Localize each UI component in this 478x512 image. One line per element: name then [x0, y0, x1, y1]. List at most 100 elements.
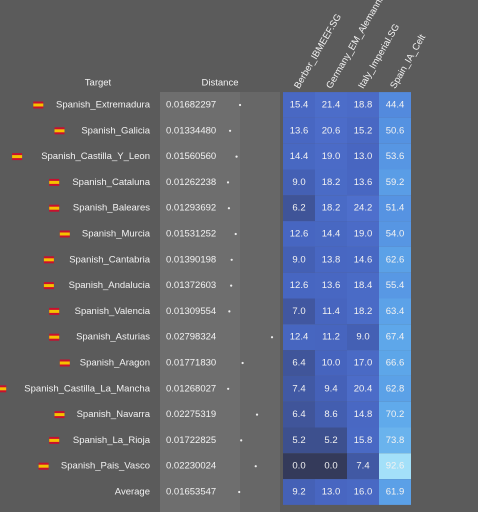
flag: [59, 361, 70, 365]
target-label: Spanish_Andalucia: [69, 280, 151, 291]
heat-cell: [347, 195, 379, 222]
target-label: Spanish_Murcia: [82, 229, 151, 240]
cell-value: 0.0: [292, 461, 305, 472]
distance-value: 0.02798324: [166, 332, 216, 343]
heat-cell: [379, 143, 411, 170]
cell-value: 13.6: [322, 280, 341, 291]
heat-cell: [379, 401, 411, 428]
heat-cell: [283, 221, 315, 247]
flag: [0, 387, 7, 391]
heat-cell: [283, 92, 315, 118]
target-label: Spanish_Extremadura: [56, 100, 151, 111]
cell-value: 53.6: [386, 151, 405, 162]
heat-cell: [283, 298, 315, 325]
cell-value: 19.0: [354, 229, 373, 240]
heat-cell: [283, 375, 315, 402]
distance-value: 0.02230024: [166, 461, 216, 472]
distance-value: 0.01268027: [166, 383, 216, 394]
distance-dot: [230, 284, 233, 287]
distance-value: 0.01390198: [166, 254, 216, 265]
target-label: Spanish_Castilla_La_Mancha: [24, 383, 150, 394]
cell-value: 0.0: [324, 461, 337, 472]
cell-value: 9.2: [292, 487, 305, 498]
cell-value: 51.4: [386, 203, 405, 214]
heat-cell: [283, 246, 315, 273]
cell-value: 59.2: [386, 177, 405, 188]
target-label: Spanish_La_Rioja: [73, 435, 151, 446]
heat-cell: [379, 427, 411, 454]
cell-value: 18.2: [354, 306, 373, 317]
target-label: Spanish_Cataluna: [72, 177, 150, 188]
cell-value: 5.2: [292, 435, 305, 446]
cell-value: 50.6: [386, 125, 405, 136]
cell-value: 8.6: [324, 409, 337, 420]
distance-value: 0.01560560: [166, 151, 216, 162]
heat-cell: [315, 143, 347, 170]
heat-cell: [315, 272, 347, 299]
cell-value: 66.6: [386, 358, 405, 369]
cell-value: 14.4: [322, 229, 341, 240]
flag: [49, 309, 60, 313]
heat-cell: [315, 92, 347, 118]
heat-cell: [315, 375, 347, 402]
heat-cell: [315, 479, 347, 505]
heat-cell: [379, 324, 411, 351]
heat-cell: [315, 324, 347, 351]
distance-value: 0.01293692: [166, 203, 216, 214]
heat-cell: [283, 117, 315, 144]
flag: [12, 155, 23, 159]
cell-value: 9.4: [324, 383, 337, 394]
heat-cell: [347, 401, 379, 428]
distance-dot: [238, 490, 241, 494]
heat-cell: [379, 117, 411, 144]
heat-cell: [315, 298, 347, 325]
flag: [49, 180, 60, 184]
flag: [38, 464, 49, 468]
heat-cell: [379, 246, 411, 273]
heat-cell: [379, 375, 411, 402]
distance-dot: [227, 387, 230, 390]
heat-cell: [379, 350, 411, 376]
heat-cell: [315, 117, 347, 144]
distance-header: Distance: [202, 78, 239, 89]
cell-value: 6.4: [292, 358, 305, 369]
flag: [33, 103, 44, 107]
distance-dot: [240, 439, 243, 442]
distance-dot: [241, 361, 244, 365]
heat-cell: [379, 195, 411, 222]
cell-value: 44.4: [386, 100, 405, 111]
heat-cell: [379, 169, 411, 196]
cell-value: 15.8: [354, 435, 373, 446]
distance-value: 0.01372603: [166, 280, 216, 291]
cell-value: 13.6: [290, 125, 309, 136]
cell-value: 9.0: [292, 177, 305, 188]
cell-value: 14.4: [290, 151, 309, 162]
distance-value: 0.01722825: [166, 435, 216, 446]
cell-value: 73.8: [386, 435, 405, 446]
cell-value: 92.6: [386, 461, 405, 472]
target-label: Spanish_Navarra: [77, 409, 151, 420]
heat-cell: [283, 427, 315, 454]
cell-value: 24.2: [354, 203, 373, 214]
heat-cell: [283, 479, 315, 505]
heat-cell: [283, 453, 315, 480]
heat-cell: [347, 92, 379, 118]
heat-cell: [315, 350, 347, 376]
cell-value: 7.4: [356, 461, 369, 472]
heat-cell: [347, 169, 379, 196]
flag: [43, 258, 54, 262]
heat-cell: [347, 246, 379, 273]
cell-value: 67.4: [386, 332, 405, 343]
heat-cell: [347, 117, 379, 144]
heat-cell: [315, 427, 347, 454]
cell-value: 14.8: [354, 409, 373, 420]
cell-value: 62.6: [386, 254, 405, 265]
heat-cell: [379, 453, 411, 480]
heat-cell: [283, 324, 315, 351]
target-label: Spanish_Galicia: [81, 125, 150, 136]
heat-cell: [347, 143, 379, 170]
heat-cell: [315, 195, 347, 222]
distance-dot: [226, 181, 230, 184]
cell-value: 18.2: [322, 203, 341, 214]
heat-cell: [283, 143, 315, 170]
